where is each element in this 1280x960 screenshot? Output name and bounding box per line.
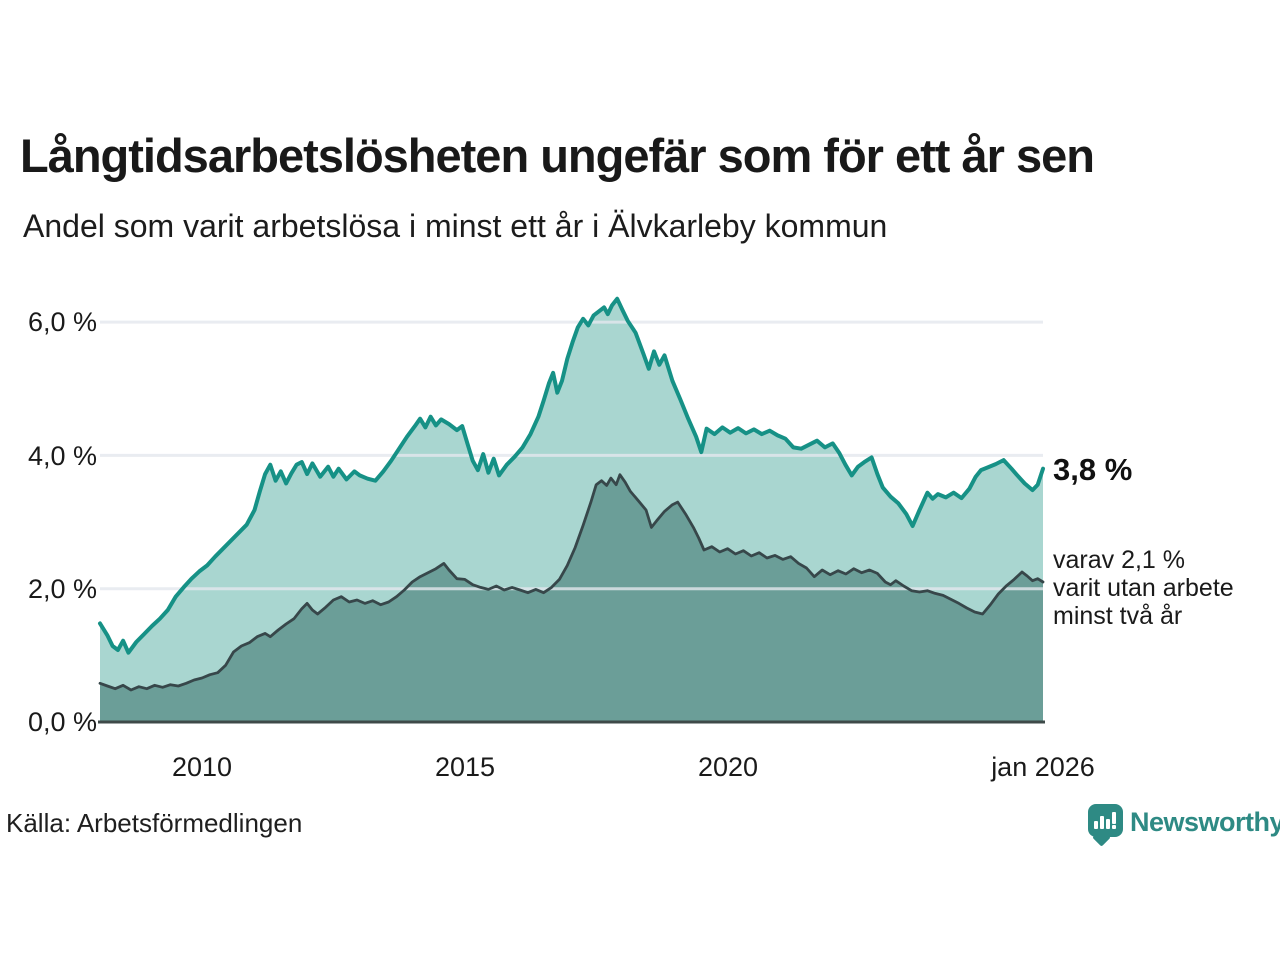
newsworthy-bar-chart-icon — [1088, 804, 1123, 837]
y-axis-tick-6: 6,0 % — [27, 307, 97, 337]
latest-value-label: 3,8 % — [1053, 452, 1133, 487]
x-axis-tick-2010: 2010 — [171, 752, 233, 782]
x-axis-tick-2020: 2020 — [697, 752, 759, 782]
subset-value-label: varav 2,1 % varit utan arbete minst två … — [1053, 546, 1234, 630]
subset-label-line2: varit utan arbete — [1053, 574, 1234, 602]
series-line-one-year — [98, 296, 1045, 655]
y-axis-tick-2: 2,0 % — [27, 574, 97, 604]
series-line-two-years — [98, 473, 1045, 692]
subset-label-line1: varav 2,1 % — [1053, 546, 1186, 574]
y-axis-tick-0: 0,0 % — [27, 707, 97, 737]
x-axis-tick-jan-2026: jan 2026 — [991, 752, 1095, 782]
page-title: Långtidsarbetslösheten ungefär som för e… — [20, 129, 1095, 182]
chart-subtitle: Andel som varit arbetslösa i minst ett å… — [23, 208, 888, 244]
source-attribution: Källa: Arbetsförmedlingen — [6, 808, 303, 838]
subset-label-line3: minst två år — [1053, 602, 1183, 630]
y-axis-tick-4: 4,0 % — [27, 441, 97, 471]
brand-name: Newsworthy — [1130, 807, 1280, 837]
exclamation-icon — [1112, 812, 1116, 824]
newsworthy-logo: Newsworthy — [1088, 803, 1280, 853]
x-axis-tick-2015: 2015 — [434, 752, 496, 782]
series-area-1 — [100, 474, 1043, 722]
